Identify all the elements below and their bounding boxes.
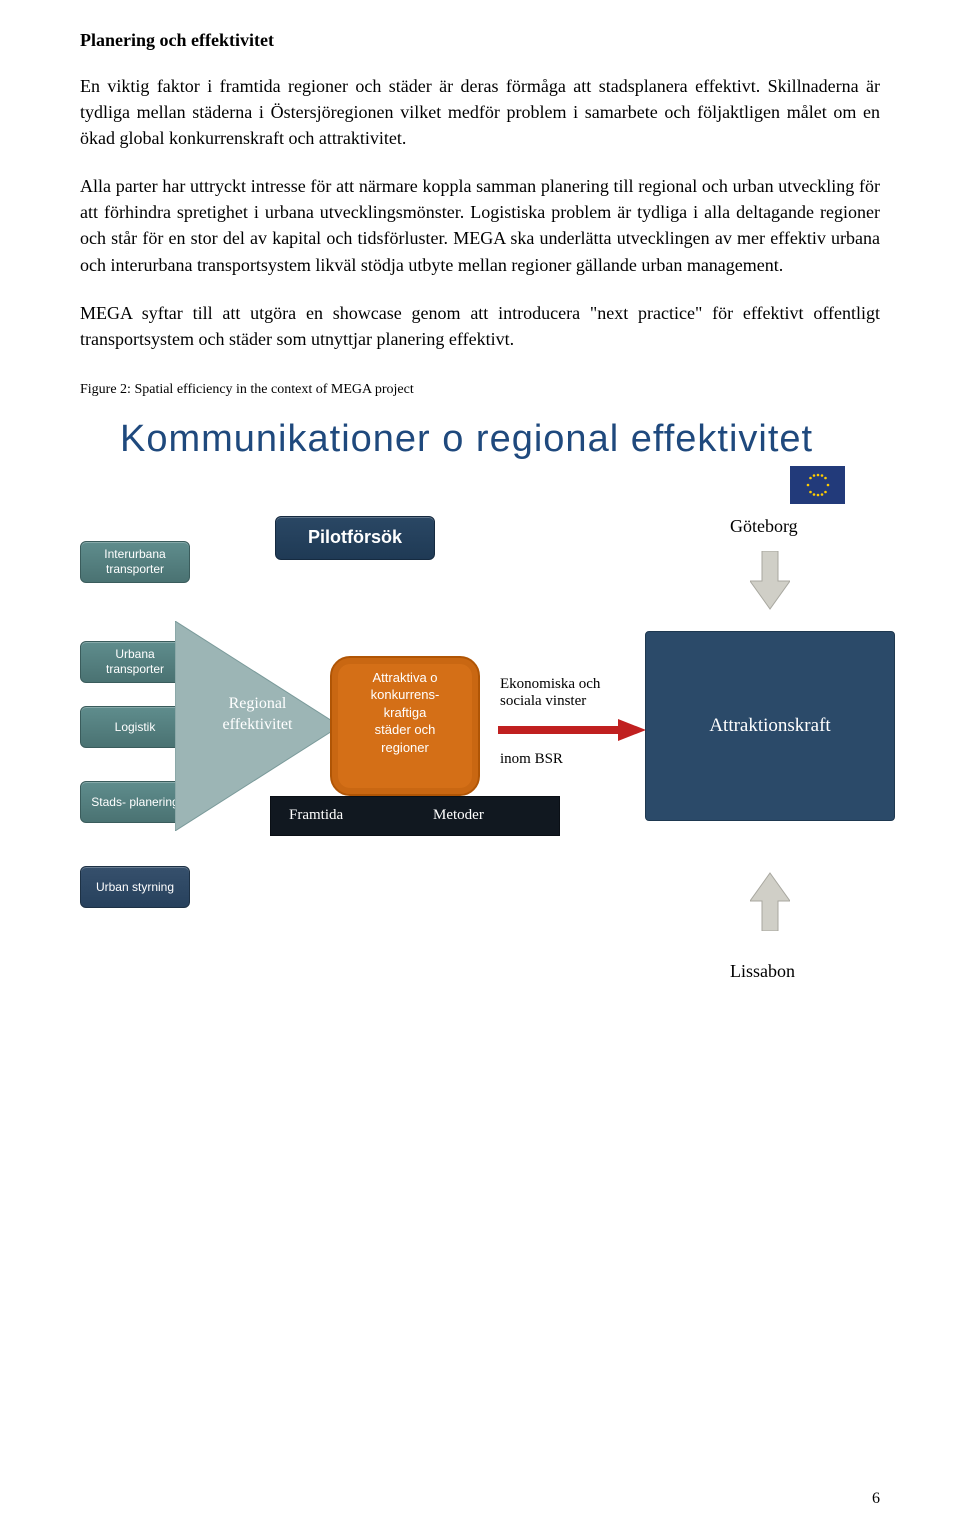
paragraph-1: En viktig faktor i framtida regioner och… — [80, 73, 880, 151]
eu-flag-icon — [790, 466, 845, 504]
diagram-container: Göteborg Pilotförsök Interurbana transpo… — [80, 491, 900, 1051]
pill-urbana: Urbana transporter — [80, 641, 190, 683]
figure-caption: Figure 2: Spatial efficiency in the cont… — [80, 382, 880, 398]
dark-bar: Framtida Metoder — [270, 796, 560, 836]
page-number: 6 — [872, 1490, 880, 1508]
mid-label-2: inom BSR — [500, 751, 563, 768]
triangle-label: Regional effektivitet — [200, 694, 315, 736]
diagram-title: Kommunikationer o regional effektivitet — [120, 418, 880, 461]
pilot-box: Pilotförsök — [275, 516, 435, 560]
plaque-text: Attraktiva o konkurrens- kraftiga städer… — [330, 669, 480, 757]
paragraph-2: Alla parter har uttryckt intresse för at… — [80, 173, 880, 277]
dark-bar-right: Metoder — [415, 807, 559, 824]
arrow-down-icon — [750, 551, 790, 611]
arrow-up-icon — [750, 871, 790, 931]
city-goteborg: Göteborg — [730, 516, 798, 537]
arrow-red-icon — [498, 719, 648, 741]
dark-bar-left: Framtida — [271, 807, 415, 824]
mid-label-1: Ekonomiska och sociala vinster — [500, 676, 640, 710]
city-lissabon: Lissabon — [730, 961, 795, 982]
pill-urban-styrning: Urban styrning — [80, 866, 190, 908]
pill-interurbana: Interurbana transporter — [80, 541, 190, 583]
paragraph-3: MEGA syftar till att utgöra en showcase … — [80, 300, 880, 352]
pill-logistik: Logistik — [80, 706, 190, 748]
triangle-label-text: Regional effektivitet — [223, 695, 293, 733]
pill-stadsplanering: Stads- planering — [80, 781, 190, 823]
attraction-box: Attraktionskraft — [645, 631, 895, 821]
section-heading: Planering och effektivitet — [80, 30, 880, 51]
